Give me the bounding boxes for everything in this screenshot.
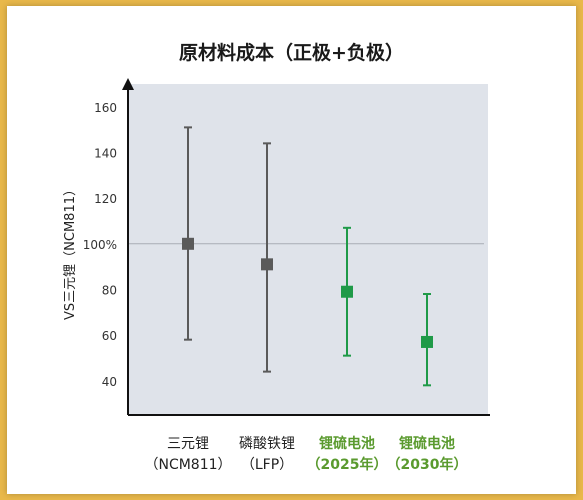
error-bar-marker <box>421 335 433 348</box>
category-label-line2: （NCM811） <box>144 457 231 473</box>
category-label-line2: （2030年） <box>387 456 468 473</box>
category-label-line1: 锂硫电池 <box>399 435 455 452</box>
y-tick-label: 80 <box>102 283 117 297</box>
y-tick-label: 60 <box>102 329 117 343</box>
y-tick-label: 40 <box>102 375 117 389</box>
y-tick-label: 160 <box>94 101 117 115</box>
error-bar-marker <box>182 237 194 250</box>
chart-title: 原材料成本（正极+负极） <box>179 42 404 64</box>
y-axis-label: VS三元锂（NCM811） <box>63 183 78 320</box>
error-bar-marker <box>341 285 353 298</box>
category-label-line2: （2025年） <box>307 456 388 473</box>
category-label-line1: 三元锂 <box>167 436 209 452</box>
y-tick-label: 140 <box>94 146 117 160</box>
y-tick-label: 100% <box>83 238 117 252</box>
category-label-line2: （LFP） <box>241 457 293 473</box>
category-label-line1: 锂硫电池 <box>319 435 375 452</box>
category-label-line1: 磷酸铁锂 <box>239 436 295 452</box>
error-bar-marker <box>261 258 273 271</box>
y-axis-arrow-icon <box>122 78 134 90</box>
y-tick-label: 120 <box>94 192 117 206</box>
